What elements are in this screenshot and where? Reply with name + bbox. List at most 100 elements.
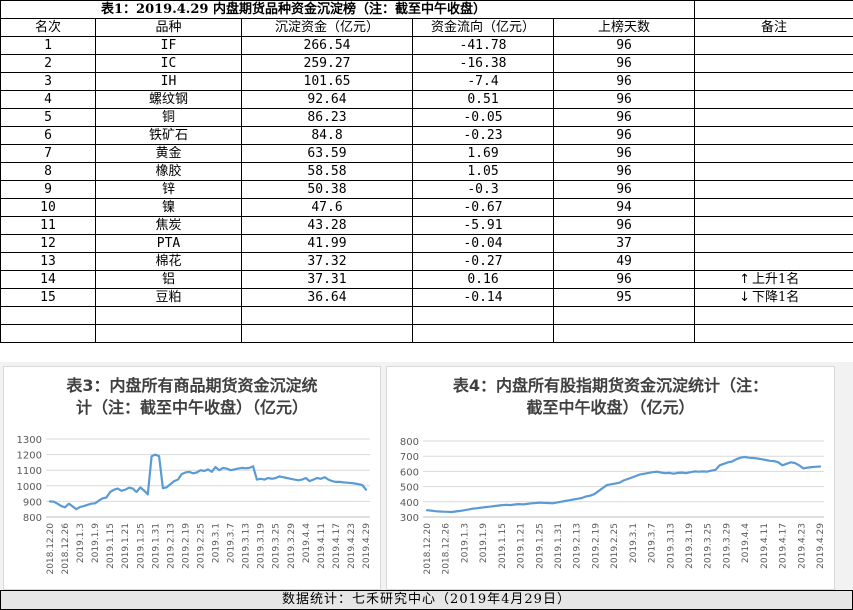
x-tick-label: 2019.2.19 (181, 523, 191, 569)
cell-name: 焦炭 (96, 217, 242, 235)
y-tick-label: 500 (400, 483, 419, 494)
series-line (427, 457, 820, 512)
cell-flow: -0.27 (413, 253, 554, 271)
cell-note (695, 91, 853, 109)
cell-note (695, 217, 853, 235)
cell-flow: -5.91 (413, 217, 554, 235)
cell-name: PTA (96, 235, 242, 253)
x-tick-label: 2019.1.9 (479, 523, 489, 563)
arrow-down-icon: ↓ (739, 290, 750, 305)
commodity-chart-title-line2: 计（注：截至中午收盘）（亿元） (4, 397, 380, 419)
cell-days: 96 (554, 181, 695, 199)
x-tick-label: 2019.2.13 (573, 523, 583, 569)
cell-funds: 50.38 (242, 181, 413, 199)
commodity-chart-title-line1: 表3：内盘所有商品期货资金沉淀统 (4, 375, 380, 397)
x-tick-label: 2019.3.25 (272, 523, 282, 569)
cell-funds: 58.58 (242, 163, 413, 181)
y-tick-label: 400 (400, 498, 419, 509)
cell-note (695, 55, 853, 73)
cell-flow: -41.78 (413, 37, 554, 55)
header-name: 品种 (96, 19, 242, 37)
x-tick-label: 2019.2.19 (591, 523, 601, 569)
cell-note: ↓下降1名 (695, 289, 853, 307)
x-tick-label: 2019.1.3 (460, 523, 470, 563)
cell-rank: 6 (1, 127, 96, 145)
index-chart-title: 表4：内盘所有股指期货资金沉淀统计（注： 截至中午收盘）（亿元） (387, 375, 834, 419)
empty-row (1, 325, 853, 343)
cell-funds: 266.54 (242, 37, 413, 55)
cell-days: 96 (554, 127, 695, 145)
x-tick-label: 2019.3.29 (722, 523, 732, 569)
commodity-chart-title: 表3：内盘所有商品期货资金沉淀统 计（注：截至中午收盘）（亿元） (4, 375, 380, 419)
cell-name: 镍 (96, 199, 242, 217)
cell-days: 96 (554, 73, 695, 91)
cell-note (695, 145, 853, 163)
x-tick-label: 2018.12.20 (46, 523, 56, 575)
cell-flow: -0.67 (413, 199, 554, 217)
empty-row (1, 307, 853, 325)
index-chart-title-line1: 表4：内盘所有股指期货资金沉淀统计（注： (387, 375, 834, 397)
y-tick-label: 800 (400, 437, 419, 448)
cell-rank: 14 (1, 271, 96, 289)
x-tick-label: 2019.4.17 (779, 523, 789, 569)
ranking-table: 表1：2019.4.29 内盘期货品种资金沉淀榜（注：截至中午收盘） 名次 品种… (0, 0, 853, 343)
x-tick-label: 2019.4.11 (760, 523, 770, 569)
cell-funds: 86.23 (242, 109, 413, 127)
header-rank: 名次 (1, 19, 96, 37)
cell-rank: 9 (1, 181, 96, 199)
empty-cell (242, 307, 413, 325)
x-tick-label: 2019.2.25 (610, 523, 620, 569)
cell-days: 96 (554, 109, 695, 127)
cell-note (695, 199, 853, 217)
x-tick-label: 2019.1.25 (535, 523, 545, 569)
cell-note (695, 73, 853, 91)
header-days: 上榜天数 (554, 19, 695, 37)
x-tick-label: 2019.4.29 (362, 523, 372, 569)
y-tick-label: 800 (23, 513, 42, 524)
cell-days: 96 (554, 37, 695, 55)
empty-cell (242, 325, 413, 343)
cell-name: 豆粕 (96, 289, 242, 307)
x-tick-label: 2019.3.7 (648, 523, 658, 563)
cell-name: 棉花 (96, 253, 242, 271)
cell-name: IH (96, 73, 242, 91)
cell-note (695, 181, 853, 199)
arrow-up-icon: ↑ (739, 272, 750, 287)
cell-name: 锌 (96, 181, 242, 199)
cell-name: 铜 (96, 109, 242, 127)
cell-flow: -7.4 (413, 73, 554, 91)
cell-days: 96 (554, 55, 695, 73)
empty-cell (554, 307, 695, 325)
cell-rank: 12 (1, 235, 96, 253)
x-tick-label: 2019.4.4 (741, 523, 751, 563)
cell-days: 96 (554, 91, 695, 109)
x-tick-label: 2018.12.20 (423, 523, 433, 575)
x-tick-label: 2019.1.9 (91, 523, 101, 563)
x-tick-label: 2019.3.29 (287, 523, 297, 569)
cell-funds: 259.27 (242, 55, 413, 73)
cell-name: 铝 (96, 271, 242, 289)
footer-source: 数据统计：七禾研究中心（2019年4月29日） (0, 590, 853, 610)
empty-cell (695, 325, 853, 343)
x-tick-label: 2019.4.17 (332, 523, 342, 569)
x-tick-label: 2019.4.23 (347, 523, 357, 569)
note-text: 上升1名 (752, 272, 799, 287)
y-tick-label: 1200 (17, 451, 42, 462)
y-tick-label: 600 (400, 467, 419, 478)
empty-cell (96, 325, 242, 343)
x-tick-label: 2019.3.13 (666, 523, 676, 569)
x-tick-label: 2018.12.26 (61, 523, 71, 575)
cell-rank: 2 (1, 55, 96, 73)
cell-funds: 37.31 (242, 271, 413, 289)
x-tick-label: 2019.4.11 (317, 523, 327, 569)
cell-flow: -16.38 (413, 55, 554, 73)
